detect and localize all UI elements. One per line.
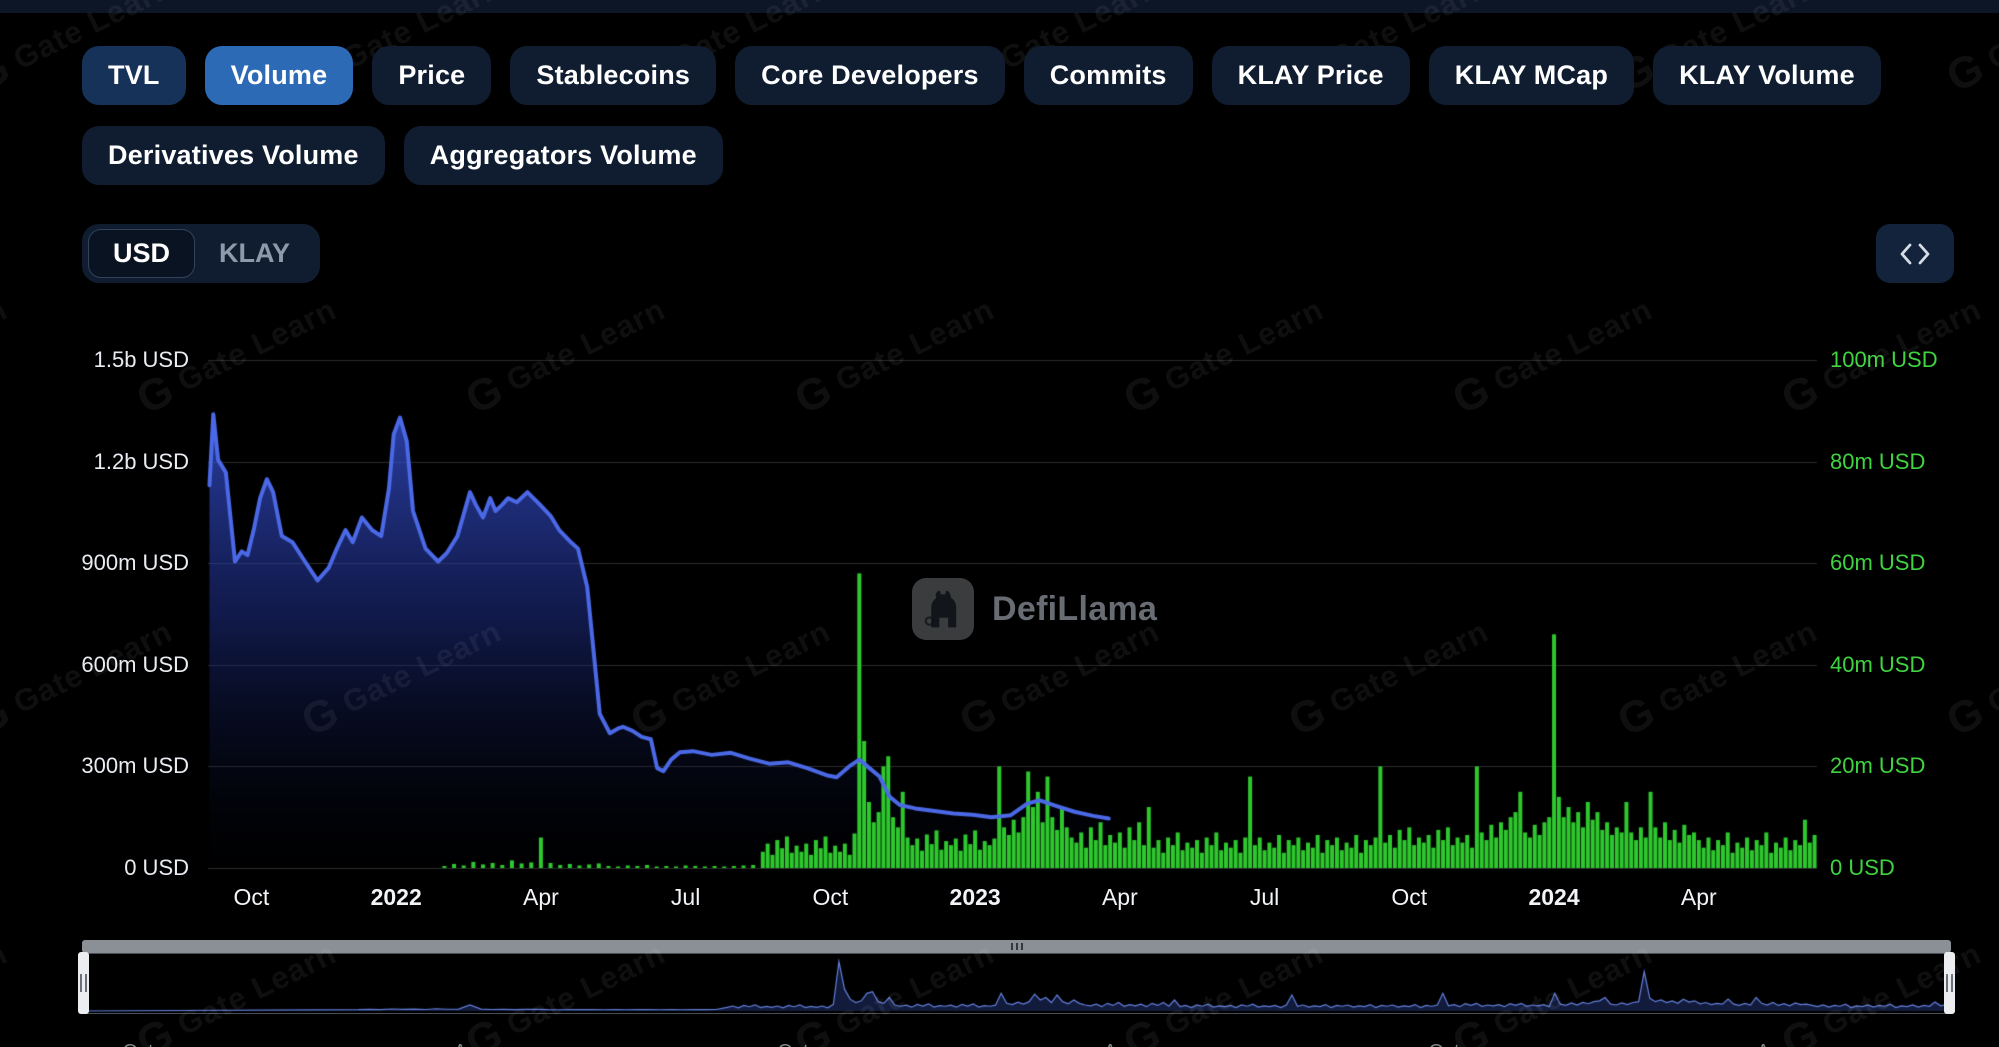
metric-tabs-row-2: Derivatives Volume Aggregators Volume [82, 126, 723, 185]
navigator-axis-label: Apr [1756, 1041, 1787, 1047]
navigator-axis-label: Oct [1428, 1041, 1459, 1047]
navigator-canvas [84, 955, 1949, 1013]
navigator-axis-label: Apr [1103, 1041, 1134, 1047]
y-axis-left-label: 600m USD [81, 651, 189, 677]
navigator-axis-label: Oct [122, 1041, 153, 1047]
tab-aggregators-volume[interactable]: Aggregators Volume [403, 126, 723, 185]
navigator-handle-left[interactable] [78, 952, 89, 1014]
x-axis-label: Oct [233, 884, 270, 910]
currency-option-usd[interactable]: USD [88, 229, 196, 278]
code-embed-icon [1898, 240, 1932, 268]
y-axis-right-label: 100m USD [1830, 347, 1938, 372]
tab-core-developers[interactable]: Core Developers [735, 46, 1005, 105]
tab-commits[interactable]: Commits [1023, 46, 1193, 105]
currency-toggle: USD KLAY [82, 224, 321, 283]
tab-klay-volume[interactable]: KLAY Volume [1653, 46, 1881, 105]
x-axis-label: Apr [522, 884, 559, 910]
y-axis-left-label: 0 USD [124, 855, 189, 880]
x-axis-label: Oct [812, 884, 849, 910]
embed-code-button[interactable] [1876, 224, 1954, 283]
navigator-axis-label: Apr [453, 1041, 484, 1047]
navigator [78, 940, 1955, 1014]
x-axis-label: Oct [1391, 884, 1428, 910]
navigator-chart[interactable] [78, 952, 1955, 1014]
y-axis-right-label: 60m USD [1830, 550, 1926, 576]
y-axis-right-label: 80m USD [1830, 448, 1926, 474]
x-axis-label: Jul [670, 884, 701, 910]
y-axis-left-label: 900m USD [81, 550, 189, 576]
x-axis-label: Jul [1249, 884, 1280, 910]
y-axis-left-label: 300m USD [81, 753, 189, 779]
tab-price[interactable]: Price [372, 46, 492, 105]
tab-tvl[interactable]: TVL [82, 46, 186, 105]
currency-option-klay[interactable]: KLAY [195, 229, 314, 278]
tab-stablecoins[interactable]: Stablecoins [510, 46, 717, 105]
x-axis-label: Apr [1101, 884, 1138, 910]
x-axis-label: 2022 [370, 884, 422, 910]
navigator-scrollbar[interactable] [82, 940, 1951, 953]
metric-tabs-row-1: TVL Volume Price Stablecoins Core Developers… [82, 46, 1881, 105]
y-axis-right-label: 40m USD [1830, 651, 1926, 677]
y-axis-right-label: 20m USD [1830, 753, 1926, 779]
tab-klay-price[interactable]: KLAY Price [1211, 46, 1410, 105]
navigator-handle-right[interactable] [1944, 952, 1955, 1014]
x-axis-label: Apr [1680, 884, 1717, 910]
tab-derivatives-volume[interactable]: Derivatives Volume [82, 126, 385, 185]
tab-volume[interactable]: Volume [204, 46, 354, 105]
y-axis-right-label: 0 USD [1830, 855, 1895, 880]
x-axis-label: 2024 [1528, 884, 1580, 910]
y-axis-left-label: 1.2b USD [93, 448, 189, 474]
y-axis-left-label: 1.5b USD [93, 347, 189, 372]
tab-klay-mcap[interactable]: KLAY MCap [1428, 46, 1635, 105]
x-axis-label: 2023 [949, 884, 1001, 910]
navigator-axis-label: Oct [777, 1041, 808, 1047]
